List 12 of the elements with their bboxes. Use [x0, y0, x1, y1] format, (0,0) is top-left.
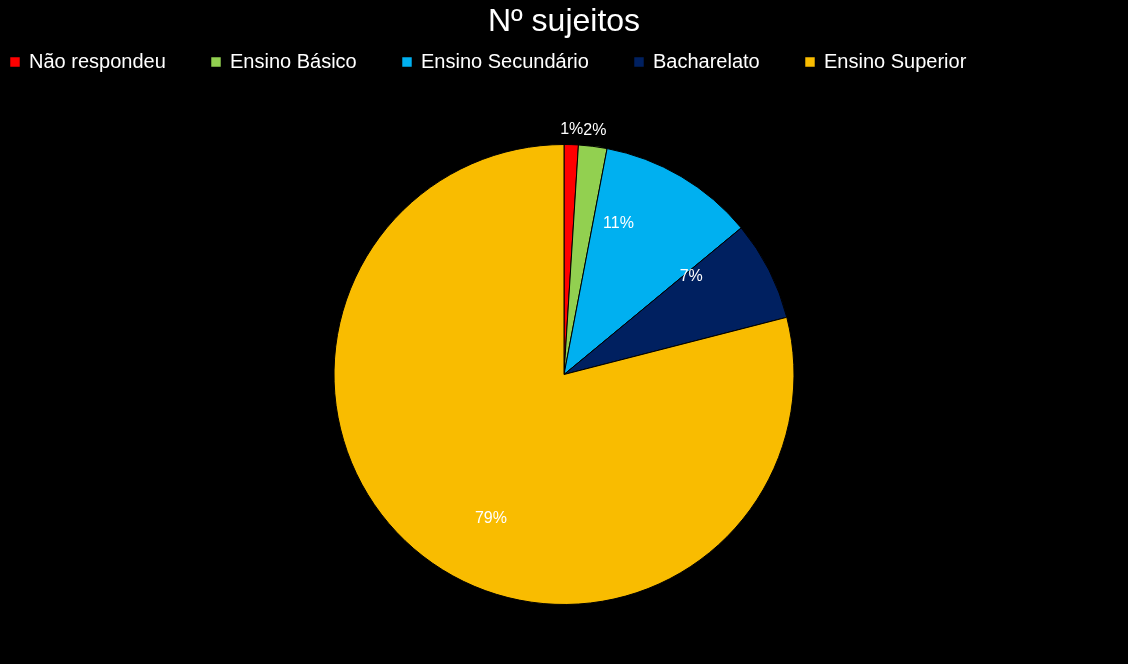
data-label: 7% — [679, 266, 703, 284]
data-label: 1% — [560, 119, 584, 137]
pie-slice — [333, 144, 795, 605]
legend-label: Ensino Básico — [230, 50, 357, 72]
chart-title: Nº sujeitos — [487, 2, 641, 38]
data-label: 79% — [474, 508, 507, 526]
legend-label: Ensino Superior — [824, 50, 967, 72]
legend-label: Ensino Secundário — [421, 50, 589, 72]
legend-label: Não respondeu — [29, 50, 166, 72]
legend-label: Bacharelato — [653, 50, 760, 72]
data-label: 11% — [603, 214, 634, 232]
data-label: 2% — [583, 121, 607, 139]
